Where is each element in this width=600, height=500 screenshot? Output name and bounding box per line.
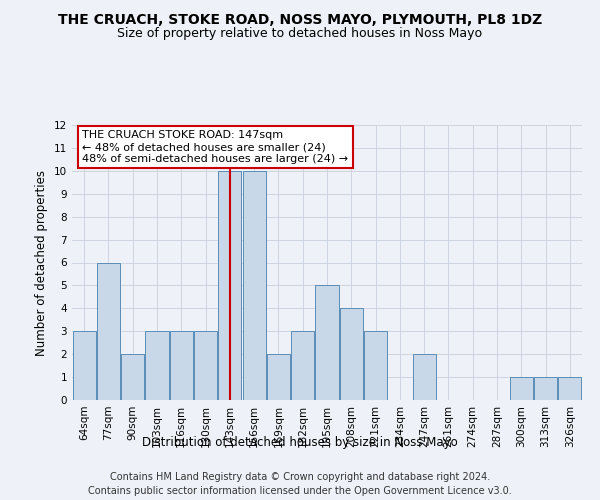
Bar bbox=[291, 331, 314, 400]
Text: THE CRUACH, STOKE ROAD, NOSS MAYO, PLYMOUTH, PL8 1DZ: THE CRUACH, STOKE ROAD, NOSS MAYO, PLYMO… bbox=[58, 12, 542, 26]
Text: Contains public sector information licensed under the Open Government Licence v3: Contains public sector information licen… bbox=[88, 486, 512, 496]
Bar bbox=[559, 377, 581, 400]
Text: THE CRUACH STOKE ROAD: 147sqm
← 48% of detached houses are smaller (24)
48% of s: THE CRUACH STOKE ROAD: 147sqm ← 48% of d… bbox=[82, 130, 349, 164]
Bar bbox=[218, 171, 241, 400]
Bar bbox=[170, 331, 193, 400]
Bar bbox=[242, 171, 266, 400]
Bar bbox=[510, 377, 533, 400]
Text: Contains HM Land Registry data © Crown copyright and database right 2024.: Contains HM Land Registry data © Crown c… bbox=[110, 472, 490, 482]
Bar bbox=[121, 354, 144, 400]
Y-axis label: Number of detached properties: Number of detached properties bbox=[35, 170, 49, 356]
Bar bbox=[194, 331, 217, 400]
Bar bbox=[413, 354, 436, 400]
Bar bbox=[145, 331, 169, 400]
Bar bbox=[340, 308, 363, 400]
Bar bbox=[73, 331, 95, 400]
Text: Distribution of detached houses by size in Noss Mayo: Distribution of detached houses by size … bbox=[142, 436, 458, 449]
Bar bbox=[534, 377, 557, 400]
Bar bbox=[364, 331, 387, 400]
Text: Size of property relative to detached houses in Noss Mayo: Size of property relative to detached ho… bbox=[118, 28, 482, 40]
Bar bbox=[267, 354, 290, 400]
Bar bbox=[316, 286, 338, 400]
Bar bbox=[97, 262, 120, 400]
